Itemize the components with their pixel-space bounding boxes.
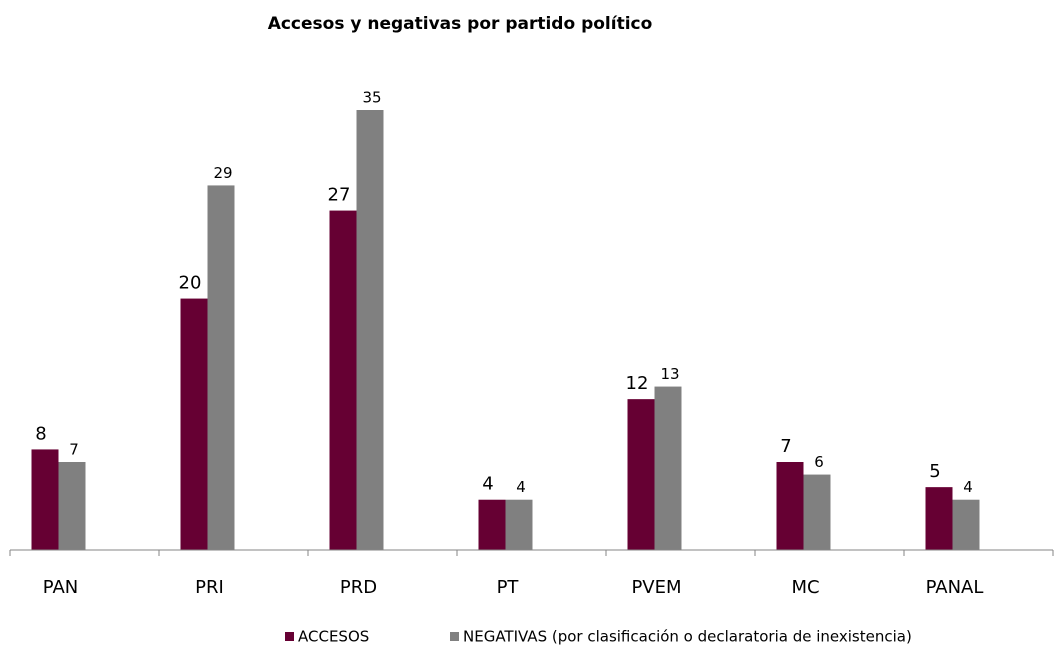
chart-title: Accesos y negativas por partido político xyxy=(268,14,653,34)
data-label: 7 xyxy=(69,441,79,459)
x-tick-label: PRI xyxy=(195,577,224,598)
bar xyxy=(31,449,59,550)
data-label: 5 xyxy=(929,461,940,482)
data-label: 12 xyxy=(626,373,649,394)
bar xyxy=(776,462,804,550)
x-tick-label: PT xyxy=(497,577,520,598)
data-label: 27 xyxy=(328,185,351,206)
x-tick-label: PAN xyxy=(43,577,78,598)
bar xyxy=(627,399,655,550)
bar xyxy=(654,386,682,550)
bar xyxy=(803,474,831,550)
bar xyxy=(505,499,533,550)
bar xyxy=(329,210,357,551)
bar xyxy=(207,185,235,550)
x-tick-label: MC xyxy=(791,577,819,598)
data-label: 13 xyxy=(660,365,679,383)
data-label: 8 xyxy=(35,423,46,444)
data-label: 20 xyxy=(179,273,202,294)
legend-swatch xyxy=(450,632,459,641)
data-label: 4 xyxy=(516,478,526,496)
bar xyxy=(952,499,980,550)
legend-swatch xyxy=(285,632,294,641)
data-label: 29 xyxy=(213,164,232,182)
data-label: 6 xyxy=(814,453,824,471)
bar xyxy=(356,110,384,550)
data-label: 35 xyxy=(362,89,381,107)
data-label: 4 xyxy=(482,474,493,495)
bar xyxy=(478,499,506,550)
legend-label: ACCESOS xyxy=(298,628,369,646)
legend-label: NEGATIVAS (por clasificación o declarato… xyxy=(463,628,912,646)
x-tick-label: PRD xyxy=(340,577,377,598)
bar xyxy=(58,462,86,550)
x-tick-label: PANAL xyxy=(926,577,984,598)
data-label: 4 xyxy=(963,478,973,496)
x-tick-label: PVEM xyxy=(631,577,681,598)
data-label: 7 xyxy=(780,436,791,457)
bar xyxy=(180,298,208,550)
bar xyxy=(925,487,953,550)
